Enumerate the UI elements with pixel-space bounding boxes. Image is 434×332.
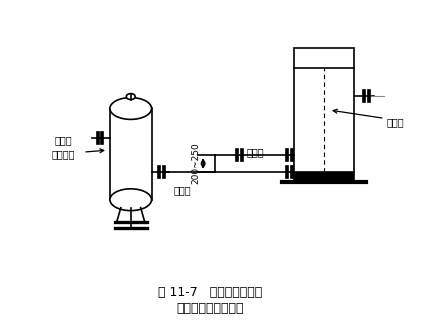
- Ellipse shape: [110, 189, 151, 210]
- Text: 出液口: 出液口: [246, 147, 264, 157]
- Text: 进液口: 进液口: [173, 185, 191, 195]
- Ellipse shape: [110, 98, 151, 120]
- Bar: [294, 172, 353, 182]
- Text: 200~250: 200~250: [191, 143, 200, 184]
- Text: 冷凝器: 冷凝器: [386, 118, 403, 127]
- Bar: [110, 109, 151, 200]
- Bar: [294, 48, 353, 68]
- Text: 与冷凝器的安装高度: 与冷凝器的安装高度: [176, 302, 243, 315]
- Text: 图 11-7   洗涤式油分离器: 图 11-7 洗涤式油分离器: [158, 287, 262, 299]
- Text: 洗涤式
油分离器: 洗涤式 油分离器: [52, 135, 75, 159]
- Ellipse shape: [126, 94, 135, 100]
